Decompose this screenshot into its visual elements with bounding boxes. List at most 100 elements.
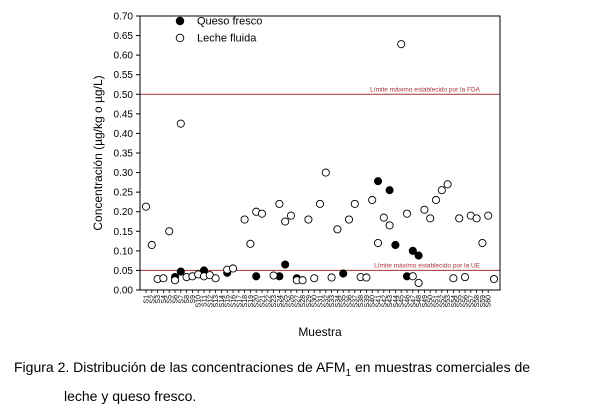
x-tick-label: S31 [318,295,325,308]
x-tick-label: S12 [207,295,214,308]
x-tick-label: S37 [352,295,359,308]
data-point-leche-fluida [165,227,174,236]
x-tick-label: S5 [167,295,174,304]
x-tick-label: S39 [364,295,371,308]
y-tick-label: 0.05 [114,266,134,277]
x-tick-label: S22 [265,295,272,308]
x-tick-label: S57 [468,295,475,308]
data-point-leche-fluida [298,276,307,285]
x-tick-label: S8 [184,295,191,304]
x-tick-label: S47 [410,295,417,308]
y-tick-label: 0.15 [114,227,134,238]
y-tick-label: 0.30 [114,168,134,179]
legend-marker [175,33,185,43]
x-tick-label: S44 [393,295,400,308]
x-tick-label: S27 [294,295,301,308]
data-point-leche-fluida [344,215,354,224]
x-tick-label: S24 [277,295,284,308]
data-point-leche-fluida [437,186,446,195]
data-point-leche-fluida [472,214,481,223]
x-tick-label: S2 [149,295,156,304]
data-point-leche-fluida [321,168,330,177]
x-tick-label: S60 [486,295,493,308]
y-axis-title: Concentración (µg/kg o µg/L) [91,75,105,230]
y-tick-label: 0.70 [114,12,134,23]
data-point-leche-fluida [176,119,185,128]
legend-label: Leche fluida [197,33,257,45]
y-tick-label: 0.50 [114,90,134,101]
data-point-queso-fresco [339,269,348,278]
y-tick-label: 0.10 [114,246,134,257]
data-point-leche-fluida [414,278,423,288]
x-tick-label: S35 [341,295,348,308]
x-tick-label: S26 [289,295,296,308]
y-tick-label: 0.20 [114,207,134,218]
data-point-leche-fluida [327,273,336,282]
data-point-leche-fluida [489,274,499,284]
data-point-leche-fluida [478,238,487,248]
reference-line-label: Límite máximo establecido por la FDA [370,86,480,93]
data-point-leche-fluida [408,272,417,281]
legend-label: Queso fresco [197,16,262,28]
data-point-leche-fluida [257,209,267,218]
x-axis-title: Muestra [298,325,342,339]
x-tick-label: S7 [178,295,185,304]
data-point-queso-fresco [414,251,423,260]
x-tick-label: S30 [312,295,319,308]
data-point-leche-fluida [310,274,319,283]
data-point-leche-fluida [420,205,429,214]
x-tick-label: S29 [306,295,313,308]
x-tick-label: S33 [329,295,336,308]
y-tick-label: 0.00 [114,286,134,297]
x-tick-label: S46 [405,295,412,308]
legend-marker [175,16,185,26]
data-point-leche-fluida [373,238,383,248]
data-point-queso-fresco [176,267,185,276]
data-point-leche-fluida [286,211,296,220]
data-point-leche-fluida [159,274,168,283]
y-tick-label: 0.55 [114,70,134,81]
x-tick-label: S19 [248,295,255,308]
x-tick-label: S21 [260,295,267,308]
data-point-leche-fluida [275,199,284,208]
x-tick-label: S15 [225,295,232,308]
data-point-leche-fluida [362,273,371,282]
data-point-leche-fluida [397,40,406,49]
data-point-leche-fluida [368,195,377,205]
x-tick-label: S52 [439,295,446,308]
data-point-leche-fluida [379,213,388,222]
data-point-leche-fluida [385,221,394,230]
x-tick-label: S11 [202,295,209,307]
data-point-leche-fluida [246,239,255,248]
data-point-leche-fluida [170,276,180,285]
x-tick-label: S25 [283,295,290,308]
x-tick-label: S4 [161,295,168,304]
x-tick-label: S13 [213,295,220,308]
y-tick-label: 0.35 [114,149,134,160]
caption-line-1: Figura 2. Distribución de las concentrac… [14,359,346,375]
x-tick-label: S48 [416,295,423,308]
x-tick-label: S51 [434,295,441,308]
figure-caption: Figura 2. Distribución de las concentrac… [14,356,590,407]
x-tick-label: S34 [335,295,342,308]
x-tick-label: S45 [399,295,406,308]
data-point-queso-fresco [408,246,417,255]
x-tick-label: S53 [445,295,452,308]
x-tick-label: S32 [323,295,330,308]
data-point-leche-fluida [240,215,249,224]
y-tick-label: 0.65 [114,31,134,42]
data-point-leche-fluida [141,202,151,211]
x-tick-label: S3 [155,295,162,304]
data-point-leche-fluida [455,214,464,223]
y-tick-label: 0.25 [114,188,134,199]
x-tick-label: S6 [173,295,180,304]
x-tick-label: S54 [451,295,458,308]
x-tick-label: S42 [381,295,388,308]
y-tick-label: 0.60 [114,51,134,62]
data-point-leche-fluida [350,199,359,208]
scatter-chart: Límite máximo establecido por la FDA Lími… [91,12,501,339]
x-tick-label: S38 [358,295,365,308]
data-point-leche-fluida [431,195,441,205]
x-tick-label: S50 [428,295,435,308]
data-point-leche-fluida [269,271,278,280]
